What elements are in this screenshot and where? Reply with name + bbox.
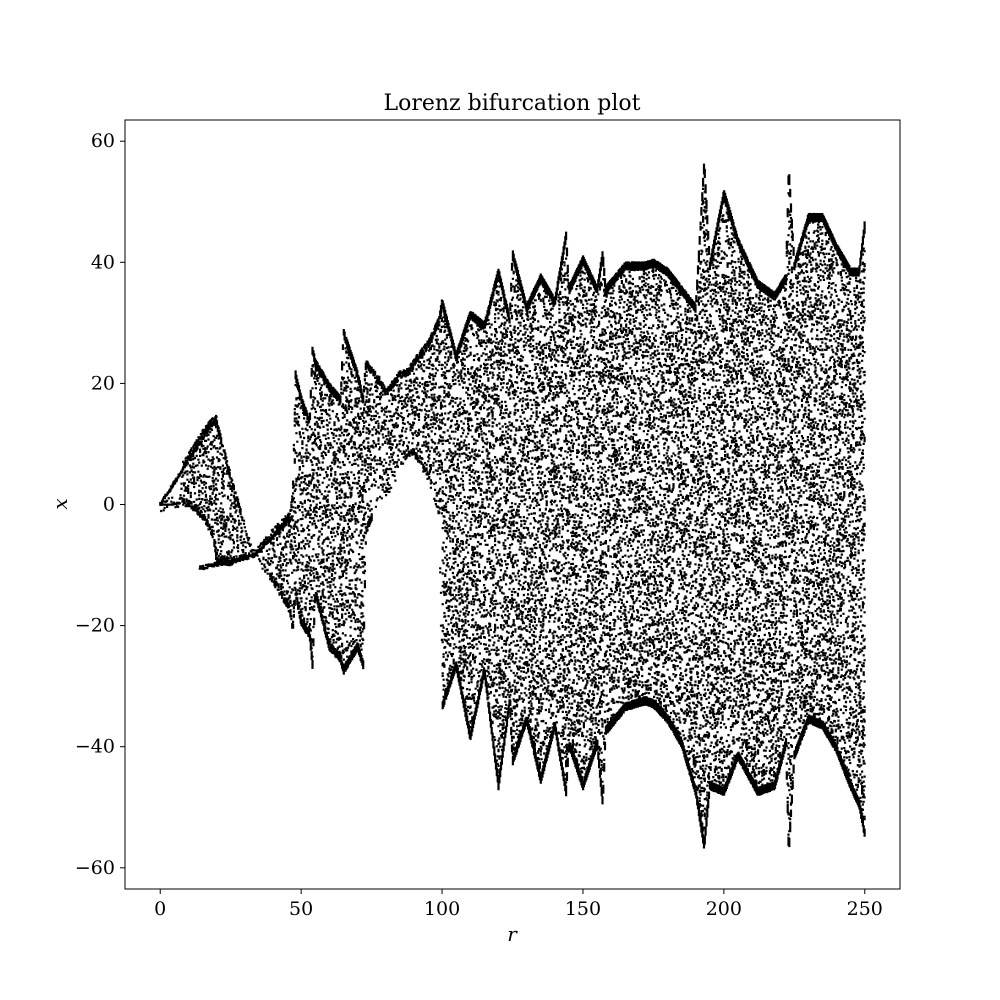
y-tick-label: −60 <box>75 857 115 879</box>
x-axis: 0 50 100 150 200 250 <box>154 889 883 920</box>
y-tick-label: 20 <box>91 372 115 394</box>
x-tick-label: 150 <box>565 898 601 920</box>
y-tick-label: −20 <box>75 615 115 637</box>
x-tick-label: 50 <box>289 898 313 920</box>
y-tick-label: −40 <box>75 736 115 758</box>
chart-title: Lorenz bifurcation plot <box>383 91 640 116</box>
x-tick-label: 0 <box>154 898 166 920</box>
x-tick-label: 250 <box>847 898 883 920</box>
y-axis-label: x <box>48 498 72 509</box>
scatter-points <box>159 163 866 849</box>
data-points <box>159 163 866 849</box>
x-tick-label: 100 <box>424 898 460 920</box>
y-tick-label: 0 <box>103 494 115 516</box>
x-tick-label: 200 <box>706 898 742 920</box>
y-axis: −60 −40 −20 0 20 40 60 <box>75 130 125 879</box>
x-axis-label: r <box>507 922 518 946</box>
y-tick-label: 60 <box>91 130 115 152</box>
y-tick-label: 40 <box>91 251 115 273</box>
